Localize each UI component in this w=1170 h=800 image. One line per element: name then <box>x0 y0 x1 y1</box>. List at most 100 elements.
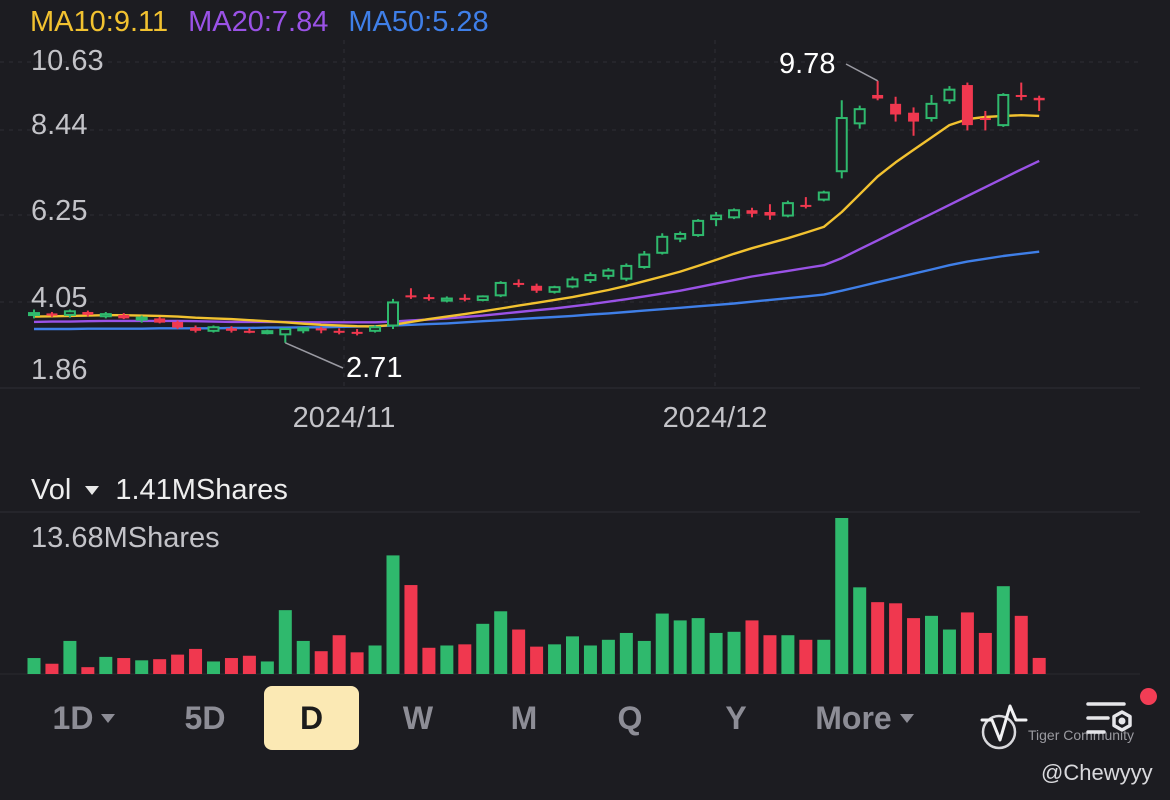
candle-body <box>513 282 525 285</box>
watermark-handle: @Chewyyy <box>1041 760 1153 785</box>
volume-bar <box>296 640 310 674</box>
volume-bar <box>727 631 741 674</box>
tab-d-label: D <box>299 699 324 736</box>
volume-bar <box>907 618 921 674</box>
volume-bar <box>494 611 508 674</box>
tab-more-label: More <box>815 699 892 736</box>
volume-bar <box>332 635 346 674</box>
volume-bar <box>63 640 77 674</box>
volume-bar <box>224 658 238 674</box>
volume-bar <box>583 645 597 674</box>
candle-body <box>387 301 399 327</box>
candle-body <box>835 117 848 173</box>
candle-body <box>494 281 507 297</box>
candle-body <box>225 328 237 331</box>
volume-bar <box>530 646 544 674</box>
candle-body <box>333 330 345 333</box>
price-volume-chart[interactable] <box>0 0 1170 680</box>
volume-bar <box>673 620 687 674</box>
volume-bar <box>655 613 669 674</box>
candle-body <box>656 235 669 254</box>
volume-bar <box>440 645 454 674</box>
ma10-legend: MA10:9.11 <box>30 6 169 38</box>
candle-body <box>243 330 255 333</box>
candle-body <box>710 214 723 221</box>
draw-tool-icon[interactable] <box>976 700 1028 752</box>
candle-body <box>872 94 884 99</box>
candle-body <box>135 316 148 321</box>
volume-bar <box>404 585 418 674</box>
watermark-brand: Tiger Community <box>1028 727 1135 743</box>
candle-body <box>908 112 920 122</box>
high-price-callout: 9.78 <box>779 48 836 80</box>
candle-body <box>46 313 58 316</box>
dropdown-caret-icon <box>101 713 116 723</box>
volume-label: Vol <box>31 474 72 506</box>
low-callout-line <box>285 342 344 369</box>
ma50-legend: MA50:5.28 <box>348 6 489 38</box>
tab-1d[interactable]: 1D <box>38 686 136 750</box>
volume-bar <box>314 651 328 674</box>
tab-w[interactable]: W <box>378 686 458 750</box>
candle-body <box>800 204 812 207</box>
tab-more[interactable]: More <box>800 686 935 750</box>
notification-dot <box>1140 688 1157 705</box>
volume-bar <box>835 518 849 674</box>
y-tick-label: 4.05 <box>31 282 88 314</box>
candle-body <box>369 326 382 332</box>
volume-bar <box>386 555 400 674</box>
volume-bar <box>548 644 562 674</box>
candle-body <box>584 274 597 282</box>
tab-q-label: Q <box>617 699 643 736</box>
chart-settings-icon[interactable] <box>1086 698 1138 742</box>
candle-body <box>1015 94 1027 97</box>
volume-indicator-selector[interactable]: Vol 1.41MShares <box>31 474 288 507</box>
volume-bar <box>996 586 1010 674</box>
y-tick-label: 1.86 <box>31 354 88 386</box>
volume-bar <box>566 636 579 674</box>
candle-body <box>440 297 453 302</box>
candle-body <box>297 327 310 332</box>
candle-body <box>459 297 471 300</box>
volume-bar <box>1032 657 1046 674</box>
tab-m-label: M <box>510 699 538 736</box>
candle-body <box>154 318 166 323</box>
ma20-line <box>33 159 1040 324</box>
volume-bar <box>171 654 185 674</box>
candle-body <box>548 286 561 293</box>
tab-q[interactable]: Q <box>590 686 670 750</box>
volume-bar <box>278 610 292 674</box>
dropdown-caret-icon <box>899 713 914 723</box>
candle-body <box>351 331 363 334</box>
x-tick-label: 2024/11 <box>292 402 396 434</box>
ma20-legend: MA20:7.84 <box>188 6 329 38</box>
candle-body <box>63 310 76 316</box>
tab-y[interactable]: Y <box>696 686 776 750</box>
dropdown-caret-icon <box>85 486 100 495</box>
volume-bar <box>691 618 705 674</box>
candle-body <box>423 297 435 300</box>
tab-5d[interactable]: 5D <box>160 686 250 750</box>
candle-body <box>315 328 327 331</box>
candle-body <box>261 330 274 335</box>
candle-body <box>979 118 991 121</box>
volume-bar <box>27 658 41 674</box>
volume-bar <box>242 655 256 674</box>
tab-d[interactable]: D <box>264 686 359 750</box>
ma50-line <box>34 250 1040 331</box>
volume-bar <box>745 620 759 674</box>
tab-m[interactable]: M <box>484 686 564 750</box>
volume-bar <box>799 639 813 674</box>
volume-bar <box>637 640 651 674</box>
candle-body <box>602 269 615 277</box>
candle-body <box>746 210 758 214</box>
candle-body <box>1033 97 1045 101</box>
volume-bar <box>350 652 364 674</box>
candle-body <box>620 264 633 280</box>
x-tick-label: 2024/12 <box>662 402 768 434</box>
ma-legend: MA10:9.11 MA20:7.84 MA50:5.28 <box>30 6 489 39</box>
candle-body <box>279 328 292 336</box>
candle-body <box>190 327 202 331</box>
low-price-callout: 2.71 <box>346 352 403 384</box>
candle-body <box>943 88 956 102</box>
